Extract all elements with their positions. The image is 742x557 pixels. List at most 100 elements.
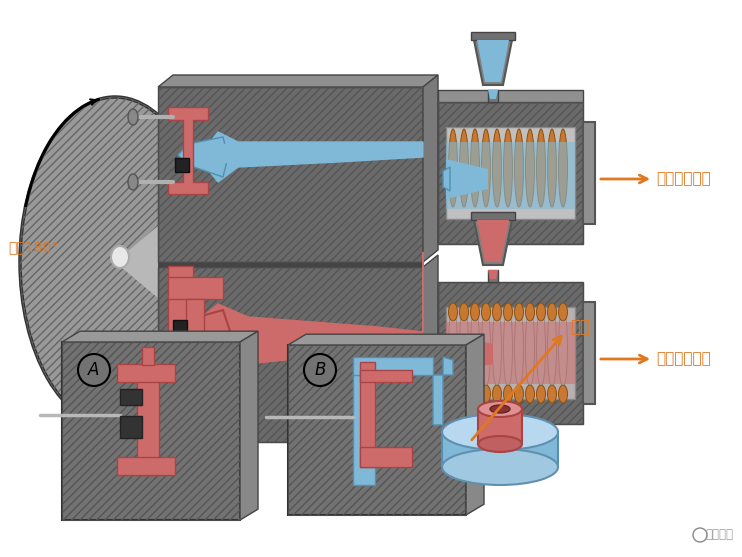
Ellipse shape — [559, 309, 568, 387]
Ellipse shape — [482, 309, 490, 387]
Bar — [117, 364, 175, 382]
Ellipse shape — [459, 303, 468, 321]
Ellipse shape — [482, 303, 490, 321]
Ellipse shape — [470, 385, 479, 403]
Ellipse shape — [536, 129, 545, 207]
Bar — [288, 345, 466, 515]
Ellipse shape — [448, 309, 458, 387]
Bar — [158, 262, 423, 267]
Ellipse shape — [493, 129, 502, 207]
Polygon shape — [423, 255, 438, 442]
Polygon shape — [240, 331, 258, 520]
Polygon shape — [288, 334, 484, 345]
Ellipse shape — [482, 129, 490, 207]
Polygon shape — [477, 40, 509, 82]
Ellipse shape — [478, 436, 522, 452]
Ellipse shape — [559, 303, 568, 321]
Bar — [175, 158, 189, 172]
Ellipse shape — [548, 385, 556, 403]
Bar — [438, 102, 583, 244]
Ellipse shape — [442, 414, 558, 450]
Bar — [360, 362, 375, 467]
Text: B: B — [315, 361, 326, 379]
Bar — [62, 342, 240, 520]
Ellipse shape — [478, 401, 522, 417]
Ellipse shape — [525, 303, 534, 321]
Polygon shape — [488, 270, 498, 279]
Polygon shape — [473, 215, 513, 265]
Polygon shape — [446, 159, 488, 199]
Ellipse shape — [548, 129, 556, 207]
Bar — [353, 357, 433, 375]
Ellipse shape — [493, 385, 502, 403]
Bar — [360, 370, 412, 382]
Polygon shape — [168, 107, 208, 194]
Bar — [168, 266, 193, 414]
Ellipse shape — [504, 309, 513, 387]
Polygon shape — [477, 220, 509, 262]
Bar — [158, 87, 423, 262]
Polygon shape — [443, 167, 450, 191]
Polygon shape — [473, 35, 513, 85]
Bar — [120, 389, 142, 405]
Bar — [360, 447, 412, 467]
Bar — [62, 342, 240, 520]
Bar — [438, 282, 583, 424]
Bar — [438, 282, 583, 424]
Ellipse shape — [482, 385, 490, 403]
Bar — [158, 267, 423, 442]
Text: 覆盖材料注射: 覆盖材料注射 — [656, 172, 711, 187]
Polygon shape — [433, 357, 453, 425]
Ellipse shape — [448, 129, 458, 207]
Bar — [142, 347, 154, 365]
Ellipse shape — [525, 129, 534, 207]
Ellipse shape — [448, 303, 458, 321]
Bar — [446, 307, 575, 399]
Polygon shape — [158, 75, 438, 87]
Ellipse shape — [128, 334, 138, 350]
Ellipse shape — [490, 405, 510, 413]
Bar — [117, 457, 175, 475]
Bar — [353, 360, 375, 485]
Bar — [583, 302, 595, 404]
Bar — [158, 87, 423, 262]
Ellipse shape — [514, 129, 524, 207]
Bar — [471, 32, 515, 40]
Ellipse shape — [493, 309, 502, 387]
Ellipse shape — [548, 303, 556, 321]
Ellipse shape — [493, 303, 502, 321]
Bar — [446, 127, 575, 219]
Ellipse shape — [459, 385, 468, 403]
Bar — [446, 142, 575, 209]
Bar — [446, 322, 575, 384]
Ellipse shape — [128, 109, 138, 125]
Bar — [168, 392, 223, 414]
Polygon shape — [423, 75, 438, 262]
Bar — [438, 102, 583, 244]
Bar — [442, 432, 558, 467]
Ellipse shape — [470, 309, 479, 387]
Bar — [158, 267, 423, 442]
Ellipse shape — [470, 129, 479, 207]
Ellipse shape — [536, 385, 545, 403]
Ellipse shape — [442, 449, 558, 485]
Ellipse shape — [504, 303, 513, 321]
Bar — [583, 122, 595, 224]
Ellipse shape — [170, 227, 200, 297]
Ellipse shape — [559, 129, 568, 207]
Ellipse shape — [20, 97, 210, 427]
Polygon shape — [62, 331, 258, 342]
Bar — [208, 144, 238, 162]
Polygon shape — [163, 310, 233, 372]
Ellipse shape — [128, 174, 138, 190]
Polygon shape — [446, 334, 493, 374]
Wedge shape — [115, 201, 210, 323]
Bar — [488, 90, 498, 102]
Ellipse shape — [459, 129, 468, 207]
Bar — [173, 348, 187, 362]
Polygon shape — [438, 90, 583, 102]
Circle shape — [304, 354, 336, 386]
Ellipse shape — [514, 309, 524, 387]
Bar — [471, 212, 515, 220]
Bar — [488, 270, 498, 282]
